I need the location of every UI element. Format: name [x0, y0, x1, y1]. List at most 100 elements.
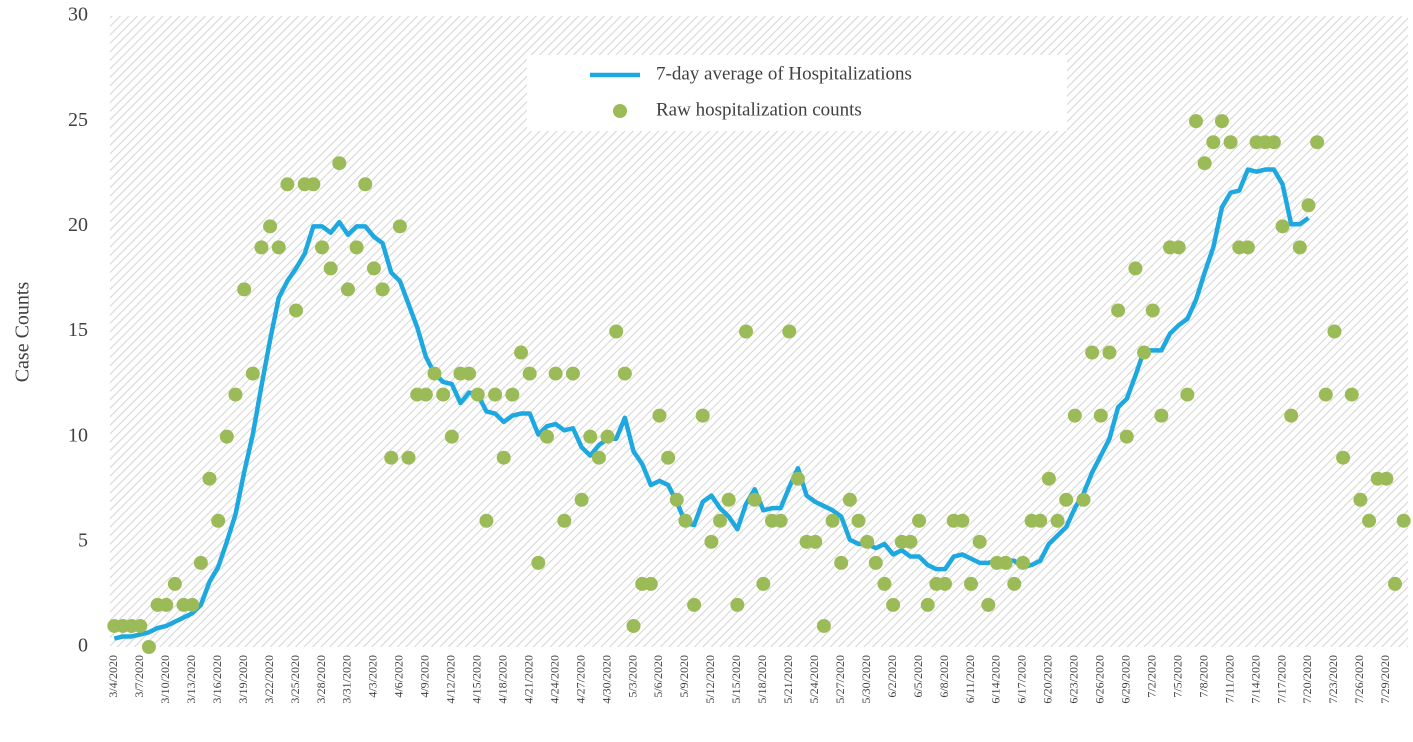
x-tick-label: 3/13/2020: [184, 655, 198, 704]
data-point: [193, 555, 208, 570]
data-point: [401, 450, 416, 465]
data-point: [721, 492, 736, 507]
data-point: [141, 640, 156, 654]
legend-swatch: [613, 104, 627, 118]
x-tick-label: 6/29/2020: [1119, 655, 1133, 704]
data-point: [1318, 387, 1333, 402]
data-point: [237, 282, 252, 297]
data-point: [678, 513, 693, 528]
data-point: [1396, 513, 1411, 528]
data-point: [358, 177, 373, 192]
x-tick-label: 4/12/2020: [444, 655, 458, 704]
data-point: [202, 471, 217, 486]
data-point: [1301, 198, 1316, 213]
data-point: [1067, 408, 1082, 423]
data-point: [643, 576, 658, 591]
data-point: [661, 450, 676, 465]
data-point: [315, 240, 330, 255]
x-tick-label: 5/21/2020: [781, 655, 795, 704]
x-tick-label: 4/6/2020: [392, 655, 406, 698]
data-point: [747, 492, 762, 507]
data-point: [349, 240, 364, 255]
data-point: [1344, 387, 1359, 402]
x-tick-label: 6/26/2020: [1093, 655, 1107, 704]
data-point: [583, 429, 598, 444]
x-tick-label: 4/9/2020: [418, 655, 432, 698]
data-point: [687, 597, 702, 612]
data-point: [436, 387, 451, 402]
data-point: [1111, 303, 1126, 318]
data-point: [730, 597, 745, 612]
data-point: [1145, 303, 1160, 318]
data-point: [306, 177, 321, 192]
data-point: [860, 534, 875, 549]
legend-label: 7-day average of Hospitalizations: [656, 63, 912, 84]
x-tick-label: 7/5/2020: [1170, 655, 1184, 698]
data-point: [1214, 114, 1229, 129]
data-point: [955, 513, 970, 528]
x-tick-label: 6/14/2020: [989, 655, 1003, 704]
data-point: [1353, 492, 1368, 507]
data-point: [1197, 156, 1212, 171]
data-point: [1388, 576, 1403, 591]
x-tick-label: 5/15/2020: [729, 655, 743, 704]
data-point: [704, 534, 719, 549]
x-tick-label: 5/12/2020: [703, 655, 717, 704]
data-point: [1102, 345, 1117, 360]
data-point: [964, 576, 979, 591]
x-tick-label: 3/7/2020: [132, 655, 146, 698]
data-point: [912, 513, 927, 528]
x-tick-label: 3/31/2020: [340, 655, 354, 704]
data-point: [1041, 471, 1056, 486]
data-point: [557, 513, 572, 528]
x-tick-label: 7/8/2020: [1196, 655, 1210, 698]
data-point: [1336, 450, 1351, 465]
data-point: [133, 618, 148, 633]
data-point: [903, 534, 918, 549]
data-point: [228, 387, 243, 402]
x-tick-label: 4/18/2020: [495, 655, 509, 704]
data-point: [280, 177, 295, 192]
x-tick-label: 6/11/2020: [963, 655, 977, 703]
data-point: [773, 513, 788, 528]
data-point: [1292, 240, 1307, 255]
data-point: [1007, 576, 1022, 591]
y-tick-label: 0: [78, 635, 88, 657]
data-point: [816, 618, 831, 633]
x-tick-label: 5/30/2020: [859, 655, 873, 704]
data-point: [1137, 345, 1152, 360]
data-point: [167, 576, 182, 591]
data-point: [1284, 408, 1299, 423]
data-point: [1327, 324, 1342, 339]
data-point: [1379, 471, 1394, 486]
data-point: [185, 597, 200, 612]
data-point: [263, 219, 278, 234]
data-point: [739, 324, 754, 339]
data-point: [981, 597, 996, 612]
data-point: [1085, 345, 1100, 360]
data-point: [427, 366, 442, 381]
data-point: [271, 240, 286, 255]
data-point: [756, 576, 771, 591]
data-point: [548, 366, 563, 381]
data-point: [790, 471, 805, 486]
data-point: [539, 429, 554, 444]
data-point: [375, 282, 390, 297]
data-point: [1223, 135, 1238, 150]
data-point: [834, 555, 849, 570]
data-point: [488, 387, 503, 402]
average-line: [113, 167, 1310, 641]
data-point: [1266, 135, 1281, 150]
data-point: [842, 492, 857, 507]
data-point: [1275, 219, 1290, 234]
x-tick-label: 7/14/2020: [1248, 655, 1262, 704]
y-tick-label: 30: [68, 4, 88, 26]
data-point: [1362, 513, 1377, 528]
data-point: [323, 261, 338, 276]
data-point: [617, 366, 632, 381]
x-tick-label: 6/5/2020: [911, 655, 925, 698]
legend-box: [527, 55, 1067, 131]
data-point: [609, 324, 624, 339]
data-point: [1240, 240, 1255, 255]
